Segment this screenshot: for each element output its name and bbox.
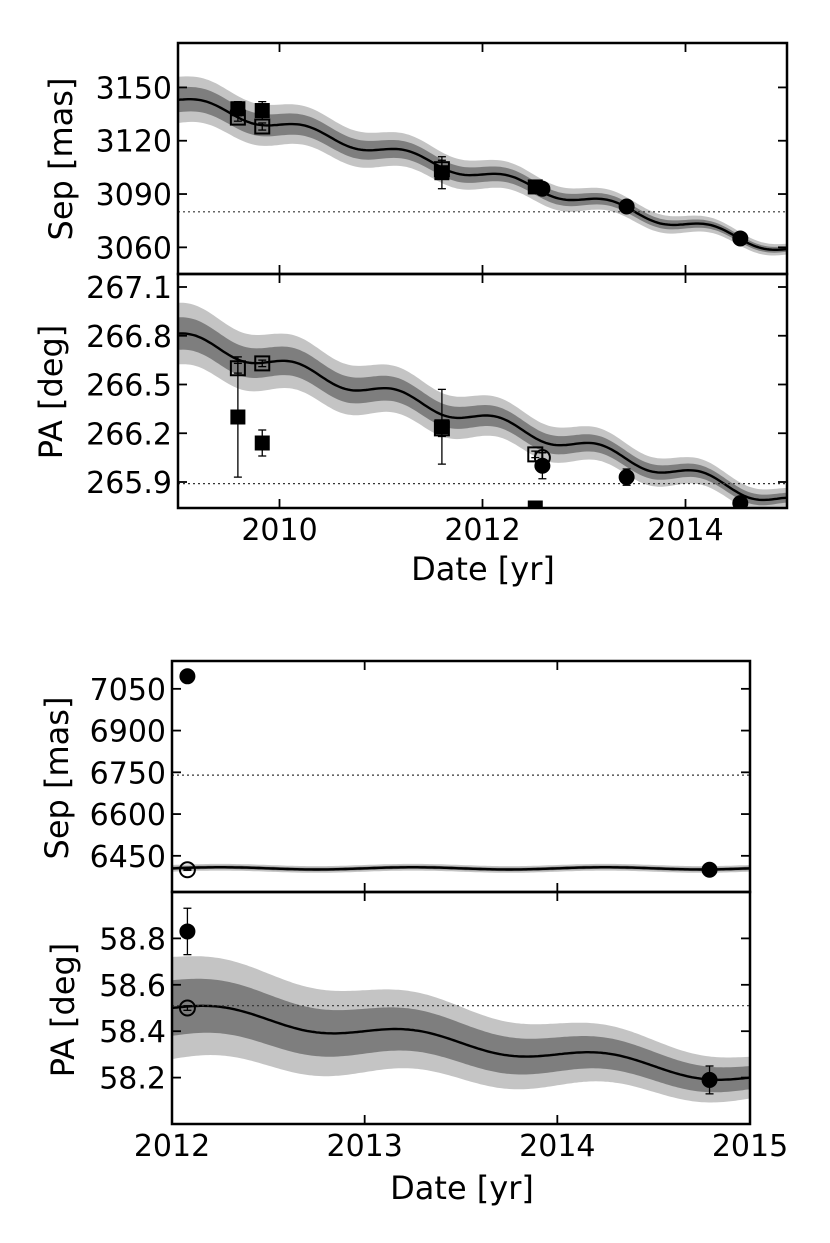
error-bar xyxy=(183,1005,192,1011)
model-curve xyxy=(178,98,787,251)
error-bar xyxy=(258,122,267,131)
open-square-point xyxy=(433,420,450,437)
y-tick-label: 6450 xyxy=(90,840,166,875)
y-tick-label: 266.8 xyxy=(86,320,172,355)
bottom-sep-y-axis-label: Sep [mas] xyxy=(38,697,76,860)
open-circle-point xyxy=(178,999,196,1017)
filled-square-point xyxy=(434,165,450,181)
filled-square-point xyxy=(230,409,246,425)
y-tick-label: 267.1 xyxy=(86,271,172,306)
filled-circle-point xyxy=(534,457,551,474)
x-tick-label: 2012 xyxy=(134,1129,210,1164)
y-tick-label: 58.6 xyxy=(99,969,166,1004)
error-bar xyxy=(233,113,242,122)
x-tick-label: 2015 xyxy=(712,1129,788,1164)
open-circle-point xyxy=(178,861,196,879)
filled-circle-point xyxy=(179,668,196,685)
y-tick-label: 58.2 xyxy=(99,1062,166,1097)
model-curve xyxy=(178,332,787,502)
filled-circle-point xyxy=(701,861,718,878)
y-tick-label: 7050 xyxy=(90,673,166,708)
open-square-point xyxy=(229,109,246,126)
model-curve xyxy=(172,866,750,871)
y-tick-label: 266.2 xyxy=(86,417,172,452)
error-bar xyxy=(437,419,446,438)
panel-frame xyxy=(170,659,752,894)
panel-frame xyxy=(170,890,752,1126)
inner-confidence-band xyxy=(172,978,750,1093)
top-pa-panel: 265.9 266.2 266.5 266.8 267.1 xyxy=(86,271,789,510)
x-tick-label: 2012 xyxy=(444,513,520,548)
filled-square-point xyxy=(254,435,270,451)
y-tick-label: 3150 xyxy=(96,71,172,106)
bottom-pa-y-axis-label: PA [deg] xyxy=(44,943,82,1078)
y-tick-label: 6600 xyxy=(90,798,166,833)
bottom-sep-panel: 6450 6600 6750 6900 7050 xyxy=(90,659,752,894)
bottom-x-axis-label: Date [yr] xyxy=(390,1169,534,1207)
x-tick-label: 2014 xyxy=(519,1129,595,1164)
filled-circle-point xyxy=(701,1071,718,1088)
top-sep-panel: 3060 3090 3120 3150 xyxy=(96,41,789,276)
y-tick-label: 58.4 xyxy=(99,1015,166,1050)
filled-square-point xyxy=(254,103,270,119)
panel-frame xyxy=(176,41,789,276)
filled-square-point xyxy=(527,500,543,508)
y-tick-label: 6750 xyxy=(90,756,166,791)
x-tick-label: 2014 xyxy=(647,513,723,548)
y-tick-label: 265.9 xyxy=(86,466,172,501)
top-x-axis: 2010 2012 2014 xyxy=(241,513,723,548)
model-curve xyxy=(172,1004,750,1081)
filled-circle-point xyxy=(534,180,551,197)
y-tick-label: 3060 xyxy=(96,231,172,266)
bottom-pa-panel: 58.2 58.4 58.6 58.8 xyxy=(99,890,752,1126)
top-pa-y-axis-label: PA [deg] xyxy=(32,325,70,460)
x-tick-label: 2010 xyxy=(241,513,317,548)
y-tick-label: 3120 xyxy=(96,125,172,160)
filled-circle-point xyxy=(732,495,749,508)
open-square-point xyxy=(254,355,271,372)
top-sep-y-axis-label: Sep [mas] xyxy=(42,78,80,241)
plot-area xyxy=(172,907,750,1103)
filled-circle-point xyxy=(179,923,196,940)
error-bar xyxy=(258,359,267,368)
open-square-point xyxy=(254,118,271,135)
x-tick-label: 2013 xyxy=(326,1129,402,1164)
top-x-axis-label: Date [yr] xyxy=(411,550,555,588)
plot-area xyxy=(178,76,787,256)
y-tick-label: 58.8 xyxy=(99,922,166,957)
bottom-x-axis: 2012 2013 2014 2015 xyxy=(134,1129,788,1164)
inner-confidence-band xyxy=(178,317,787,506)
plot-area xyxy=(172,668,750,879)
plot-area xyxy=(178,302,787,508)
filled-circle-point xyxy=(618,198,635,215)
filled-circle-point xyxy=(732,230,749,247)
error-bar xyxy=(183,868,192,871)
y-tick-label: 6900 xyxy=(90,715,166,750)
y-tick-label: 266.5 xyxy=(86,369,172,404)
filled-circle-point xyxy=(618,469,635,486)
panel-frame xyxy=(176,272,789,510)
y-tick-label: 3090 xyxy=(96,178,172,213)
bottom-figure: 6450 6600 6750 6900 7050 58.2 58.4 58.6 58.8 20… xyxy=(38,659,788,1207)
top-figure: 3060 3090 3120 3150 265.9 266.2 266.5 266.8 267… xyxy=(32,41,789,588)
